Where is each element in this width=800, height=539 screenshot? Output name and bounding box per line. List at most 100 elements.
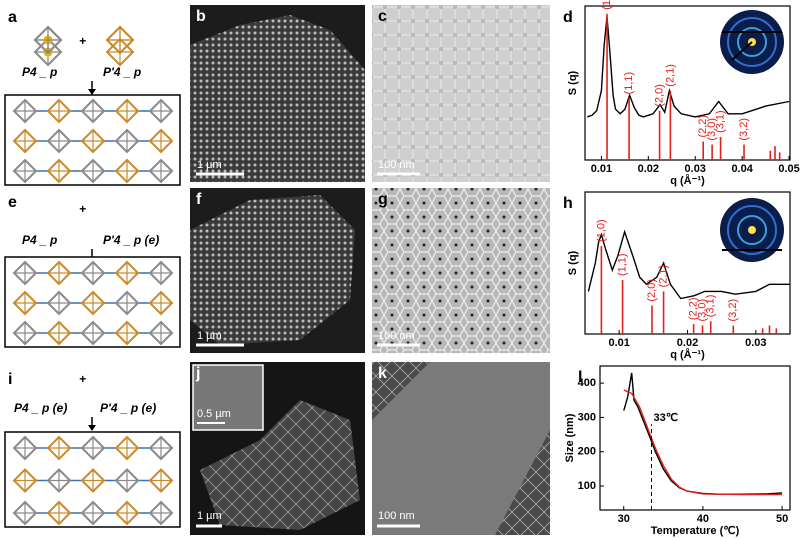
panel-label: a: [8, 9, 17, 26]
octahedron-edges: [48, 322, 70, 344]
octahedron-edges: [82, 262, 104, 284]
scale-bar-label: 100 nm: [378, 330, 415, 342]
panel-label: h: [563, 195, 573, 212]
micrograph-f: [190, 188, 365, 353]
curve: [587, 16, 790, 118]
peak-label: (3,0): [706, 118, 718, 141]
molecule-label: P4 _ p: [22, 65, 57, 79]
octahedron-edges: [116, 469, 138, 492]
scale-bar-label: 100 nm: [378, 510, 415, 522]
x-tick-label: 0.04: [731, 163, 753, 175]
octahedron-edges: [150, 502, 172, 524]
octahedron-edges: [48, 100, 70, 122]
octahedron-edges: [82, 292, 104, 314]
saxs-inset: [720, 10, 784, 74]
panel-label: l: [578, 369, 582, 386]
peak-label: (3,1): [705, 295, 717, 318]
octahedron-edges: [48, 502, 70, 524]
panel-label: e: [8, 194, 17, 211]
octahedron-edges: [150, 322, 172, 344]
y-tick-label: 300: [578, 411, 596, 423]
panel-label: i: [8, 371, 12, 388]
octahedron-edges: [14, 292, 36, 314]
octahedron-edges: [82, 160, 104, 182]
curve: [623, 389, 783, 496]
molecule-label: P'4 _ p: [103, 65, 141, 79]
operator: +: [79, 202, 86, 216]
octahedron-edges: [14, 437, 36, 459]
octahedron-edges: [116, 292, 138, 314]
octahedron-edges: [48, 469, 70, 492]
x-tick-label: 0.01: [591, 163, 612, 175]
x-tick-label: 0.03: [685, 163, 706, 175]
scale-bar-label: 1 µm: [197, 510, 222, 522]
octahedron-edges: [82, 322, 104, 344]
micrograph-b: [190, 5, 365, 182]
micrograph-j: [190, 362, 365, 535]
peak-label: (2,1): [657, 265, 669, 288]
scale-bar-label: 1 µm: [197, 159, 222, 171]
scale-bar-label: 100 nm: [378, 159, 415, 171]
saxs-inset: [720, 198, 784, 262]
molecule-label: P4 _ p: [22, 233, 57, 247]
octahedron-edges: [150, 160, 172, 182]
octahedron-edges: [48, 437, 70, 459]
operator: +: [79, 34, 86, 48]
micrograph-g: [372, 188, 550, 353]
y-axis-label: S (q): [567, 70, 579, 95]
arrow-head: [88, 89, 96, 95]
octahedron-edges: [82, 437, 104, 459]
scale-bar-label: 0.5 µm: [197, 408, 231, 420]
octahedron-edges: [48, 130, 70, 152]
peak-label: (2,0): [653, 84, 665, 107]
curve: [587, 229, 790, 300]
annotation: 33℃: [653, 412, 678, 424]
peak-label: (1,0): [601, 0, 613, 10]
octahedron-edges: [150, 292, 172, 314]
octahedron-edges: [82, 469, 104, 492]
x-tick-label: 0.05: [778, 163, 799, 175]
peak-label: (2,1): [664, 64, 676, 87]
plot-frame: [584, 5, 791, 161]
x-axis-label: q (Å⁻¹): [670, 174, 705, 187]
x-tick-label: 40: [697, 513, 709, 525]
y-axis-label: Size (nm): [564, 413, 576, 462]
octahedron-edges: [150, 100, 172, 122]
y-tick-label: 200: [578, 446, 596, 458]
octahedron-edges: [48, 292, 70, 314]
molecule-label: P'4 _ p (e): [103, 233, 159, 247]
octahedron-edges: [116, 130, 138, 152]
peak-label: (3,0): [696, 299, 708, 322]
octahedron-edges: [48, 262, 70, 284]
peak-label: (2,2): [688, 297, 700, 320]
curve: [623, 372, 783, 495]
octahedron-edges: [82, 502, 104, 524]
octahedron-edges: [150, 437, 172, 459]
micrograph-c: [372, 5, 550, 182]
octahedron-edges: [150, 262, 172, 284]
octahedron-edges: [14, 130, 36, 152]
y-tick-label: 100: [578, 480, 596, 492]
x-tick-label: 0.02: [638, 163, 659, 175]
peak-label: (1,1): [623, 72, 635, 95]
panel-label: j: [195, 365, 200, 382]
octahedron-edges: [150, 469, 172, 492]
octahedron-edges: [116, 322, 138, 344]
octahedron-edges: [14, 322, 36, 344]
panel-label: c: [378, 8, 387, 25]
peak-label: (3,2): [738, 118, 750, 141]
octahedron-edges: [116, 437, 138, 459]
panel-label: d: [563, 9, 573, 26]
peak-label: (2,0): [646, 279, 658, 302]
y-axis-label: S (q): [567, 250, 579, 275]
octahedron-edges: [116, 502, 138, 524]
octahedron-edges: [48, 160, 70, 182]
octahedron-edges: [116, 160, 138, 182]
octahedron-edges: [82, 130, 104, 152]
x-tick-label: 50: [776, 513, 788, 525]
octahedron-edges: [14, 469, 36, 492]
panel-label: b: [196, 8, 206, 25]
octahedron-edges: [14, 100, 36, 122]
molecule-label: P'4 _ p (e): [100, 401, 156, 415]
y-tick-label: 400: [578, 377, 596, 389]
